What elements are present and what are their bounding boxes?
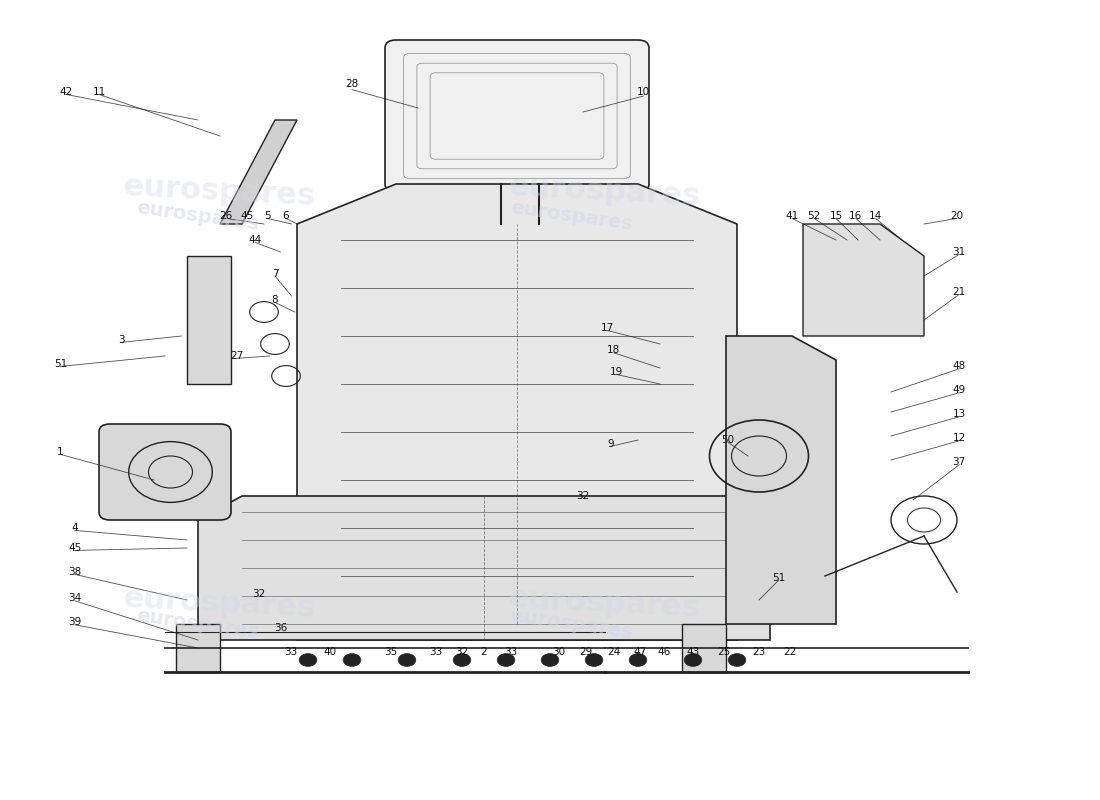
Text: 16: 16 — [849, 211, 862, 221]
Text: 44: 44 — [249, 235, 262, 245]
Text: 50: 50 — [722, 435, 735, 445]
Text: eurospares: eurospares — [123, 585, 317, 623]
Text: 27: 27 — [230, 351, 243, 361]
Circle shape — [497, 654, 515, 666]
Text: 26: 26 — [219, 211, 232, 221]
Polygon shape — [187, 256, 231, 384]
Text: 45: 45 — [68, 543, 81, 553]
Text: 42: 42 — [59, 87, 73, 97]
Text: 14: 14 — [869, 211, 882, 221]
Text: 33: 33 — [284, 647, 297, 657]
Text: 39: 39 — [68, 618, 81, 627]
Text: 21: 21 — [953, 287, 966, 297]
Polygon shape — [682, 624, 726, 672]
Text: 37: 37 — [953, 458, 966, 467]
Text: 51: 51 — [772, 573, 785, 582]
Text: 49: 49 — [953, 386, 966, 395]
Text: 32: 32 — [455, 647, 469, 657]
Text: 1: 1 — [57, 447, 64, 457]
Circle shape — [629, 654, 647, 666]
Text: 29: 29 — [580, 647, 593, 657]
Text: eurospares: eurospares — [123, 173, 317, 211]
Circle shape — [343, 654, 361, 666]
Text: 51: 51 — [54, 359, 67, 369]
Text: eurospares: eurospares — [508, 585, 702, 623]
Text: 33: 33 — [504, 647, 517, 657]
Text: 45: 45 — [241, 211, 254, 221]
Text: 17: 17 — [601, 323, 614, 333]
Text: eurospares: eurospares — [508, 173, 702, 211]
Polygon shape — [176, 624, 220, 672]
Text: 23: 23 — [752, 647, 766, 657]
Text: 38: 38 — [68, 567, 81, 577]
Text: 36: 36 — [274, 623, 287, 633]
Circle shape — [541, 654, 559, 666]
Text: 35: 35 — [384, 647, 397, 657]
Text: 9: 9 — [607, 439, 614, 449]
Text: 8: 8 — [272, 295, 278, 305]
Text: 4: 4 — [72, 523, 78, 533]
Text: 3: 3 — [118, 335, 124, 345]
Circle shape — [585, 654, 603, 666]
Polygon shape — [297, 184, 737, 640]
Text: eurospares: eurospares — [135, 198, 261, 234]
Text: 33: 33 — [429, 647, 442, 657]
Text: 22: 22 — [783, 647, 796, 657]
Text: 18: 18 — [607, 346, 620, 355]
Circle shape — [299, 654, 317, 666]
Text: 13: 13 — [953, 410, 966, 419]
Text: 11: 11 — [92, 87, 106, 97]
Text: 31: 31 — [953, 247, 966, 257]
Text: 20: 20 — [950, 211, 964, 221]
Text: 41: 41 — [785, 211, 799, 221]
Text: 47: 47 — [634, 647, 647, 657]
Polygon shape — [198, 496, 770, 640]
Text: 5: 5 — [264, 211, 271, 221]
FancyBboxPatch shape — [385, 40, 649, 192]
Circle shape — [398, 654, 416, 666]
Circle shape — [684, 654, 702, 666]
Text: 46: 46 — [658, 647, 671, 657]
Polygon shape — [220, 120, 297, 224]
Text: 19: 19 — [609, 367, 623, 377]
Text: 15: 15 — [829, 211, 843, 221]
Text: 6: 6 — [283, 211, 289, 221]
Text: 7: 7 — [272, 269, 278, 278]
Text: 30: 30 — [552, 647, 565, 657]
Polygon shape — [726, 336, 836, 624]
Text: 34: 34 — [68, 594, 81, 603]
Text: eurospares: eurospares — [135, 606, 261, 642]
FancyBboxPatch shape — [99, 424, 231, 520]
Text: 40: 40 — [323, 647, 337, 657]
Text: 28: 28 — [345, 79, 359, 89]
Text: 2: 2 — [481, 647, 487, 657]
Polygon shape — [803, 224, 924, 336]
Text: 52: 52 — [807, 211, 821, 221]
Text: 32: 32 — [252, 589, 265, 598]
Circle shape — [728, 654, 746, 666]
Text: 24: 24 — [607, 647, 620, 657]
Text: 43: 43 — [686, 647, 700, 657]
Text: 32: 32 — [576, 491, 590, 501]
Text: eurospares: eurospares — [509, 198, 635, 234]
Text: eurospares: eurospares — [509, 606, 635, 642]
Text: 48: 48 — [953, 362, 966, 371]
Text: 12: 12 — [953, 434, 966, 443]
Text: 10: 10 — [637, 87, 650, 97]
Text: 25: 25 — [717, 647, 730, 657]
Circle shape — [453, 654, 471, 666]
